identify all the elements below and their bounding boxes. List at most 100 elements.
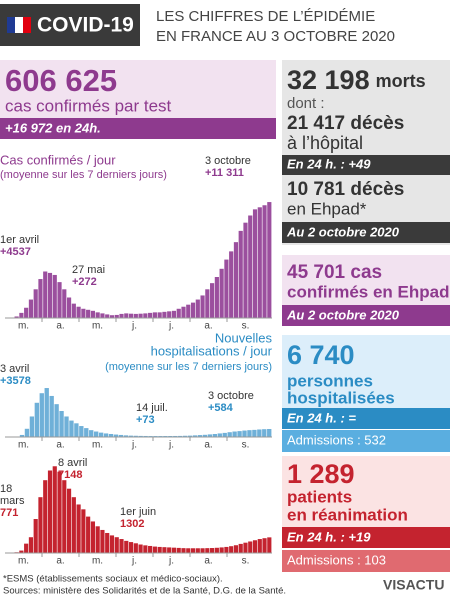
bar — [162, 311, 167, 318]
bar — [138, 313, 143, 318]
bar — [119, 539, 124, 553]
bar — [224, 259, 229, 318]
chart-title: Cas confirmés / jour — [0, 152, 116, 167]
bar — [98, 432, 104, 437]
bar — [195, 299, 200, 318]
bar — [148, 545, 153, 553]
x-tick-label: m. — [18, 556, 29, 567]
icu-total: 1 289 — [287, 459, 355, 489]
chart-title: hospitalisations / jour — [151, 343, 273, 358]
bar — [28, 299, 34, 318]
bar — [84, 428, 89, 437]
bar — [148, 312, 153, 318]
bar — [94, 431, 99, 437]
bar — [212, 433, 218, 437]
x-tick-label: a. — [56, 321, 64, 332]
bar — [79, 426, 84, 437]
annotation-label: 3 octobre — [208, 390, 254, 402]
bar — [167, 547, 172, 553]
cases-total: 606 625 — [5, 63, 117, 98]
bar — [178, 435, 183, 437]
annotation-value: +4537 — [0, 246, 31, 258]
x-tick-label: j. — [131, 556, 137, 567]
bar — [24, 428, 30, 437]
bar — [152, 546, 157, 553]
bar — [243, 222, 248, 318]
bar — [257, 429, 262, 437]
bar — [43, 271, 48, 318]
bar — [54, 404, 59, 437]
x-tick-label: a. — [56, 556, 64, 567]
bar — [192, 435, 198, 437]
bar — [214, 277, 219, 318]
annotation-label: 1er avril — [0, 234, 39, 246]
x-tick-label: j. — [168, 321, 174, 332]
bar — [262, 429, 267, 437]
bar — [29, 416, 35, 437]
bar — [133, 543, 138, 553]
x-tick-label: s. — [242, 440, 250, 451]
x-tick-label: a. — [204, 321, 212, 332]
hospital-label: hospitalisées — [287, 388, 395, 407]
bar — [59, 411, 64, 437]
bar — [186, 304, 191, 318]
hospital-deaths: 21 417 décès — [287, 113, 404, 134]
bar — [114, 314, 119, 318]
bar — [128, 313, 134, 318]
bar — [210, 548, 215, 553]
header-subtitle: LES CHIFFRES DE L’ÉPIDÉMIE — [156, 8, 375, 25]
bar — [233, 545, 239, 553]
header-subtitle: EN FRANCE AU 3 OCTOBRE 2020 — [156, 28, 395, 45]
annotation-label: 27 mai — [72, 264, 105, 276]
deaths-bar — [282, 155, 450, 175]
bar — [62, 480, 67, 553]
bar — [176, 308, 181, 318]
x-tick-label: m. — [92, 556, 103, 567]
bar — [123, 435, 129, 437]
bar — [162, 547, 167, 553]
bar — [205, 548, 210, 553]
bar — [195, 548, 200, 553]
x-tick-label: j. — [168, 556, 174, 567]
bar — [207, 434, 213, 437]
bar — [233, 242, 239, 318]
bar — [100, 529, 105, 553]
bar — [66, 488, 72, 553]
annotation-label: 3 avril — [0, 363, 29, 375]
annotation-value: +3578 — [0, 375, 31, 387]
hospital-box — [282, 335, 450, 408]
bar — [19, 550, 24, 553]
bar — [133, 313, 138, 318]
bar — [229, 251, 234, 318]
bar — [252, 429, 257, 437]
bar — [76, 306, 81, 318]
hospital-label: personnes — [287, 371, 373, 390]
bar — [28, 537, 34, 553]
bar — [210, 283, 215, 318]
bar — [128, 542, 134, 553]
bar — [248, 215, 253, 318]
chart-title: Nouvelles — [215, 330, 273, 345]
bar — [74, 423, 79, 437]
ehpad-date: Au 2 octobre 2020 — [286, 224, 400, 239]
ehpad-cases: 45 701 cas — [287, 262, 382, 283]
annotation-value: 771 — [0, 507, 18, 519]
hospital-bar — [282, 408, 450, 429]
bar — [69, 420, 74, 437]
bar — [76, 504, 81, 553]
bar — [138, 544, 143, 553]
bar — [90, 310, 95, 318]
bar — [108, 433, 114, 437]
bar — [197, 435, 203, 437]
bar — [124, 313, 129, 318]
deaths-total: 32 198 morts — [287, 65, 426, 95]
chart-subtitle: (moyenne sur les 7 derniers jours) — [105, 361, 272, 373]
bar — [95, 312, 100, 318]
x-tick-label: j. — [168, 440, 174, 451]
annotation-value: 7148 — [58, 469, 82, 481]
bar — [171, 547, 177, 553]
bar — [257, 207, 262, 318]
cases-bar — [0, 118, 276, 139]
bar — [238, 230, 243, 318]
bar — [81, 308, 86, 318]
